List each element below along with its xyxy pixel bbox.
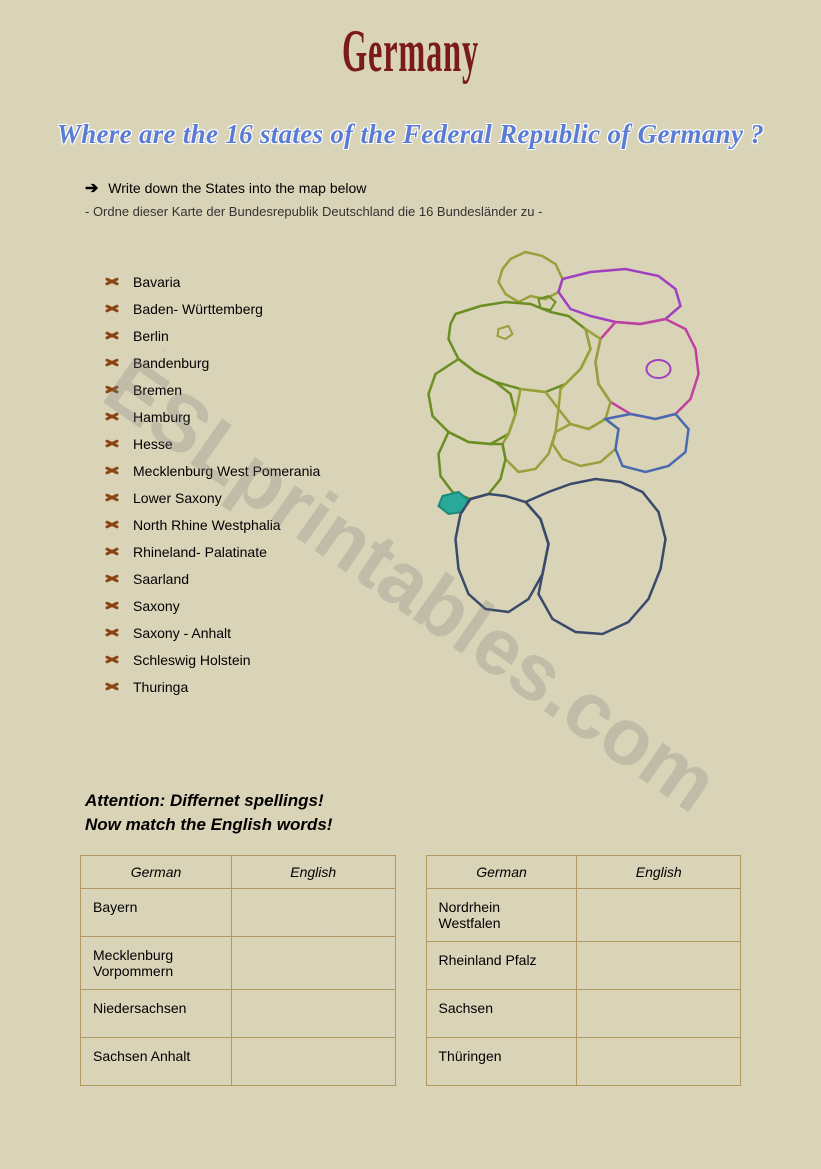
cell-english[interactable]	[577, 989, 741, 1037]
states-list: Bavaria Baden- Württemberg Berlin Banden…	[55, 244, 355, 764]
list-item: North Rhine Westphalia	[105, 517, 355, 533]
cell-german: Niedersachsen	[81, 989, 232, 1037]
bullet-icon	[105, 626, 119, 640]
arrow-icon: ➔	[85, 180, 98, 197]
list-item: Hamburg	[105, 409, 355, 425]
table-row: Nordrhein Westfalen	[426, 888, 741, 941]
state-label: Saxony - Anhalt	[133, 625, 231, 641]
list-item: Bavaria	[105, 274, 355, 290]
cell-english[interactable]	[231, 936, 395, 989]
bullet-icon	[105, 437, 119, 451]
list-item: Baden- Württemberg	[105, 301, 355, 317]
list-item: Mecklenburg West Pomerania	[105, 463, 355, 479]
list-item: Saarland	[105, 571, 355, 587]
bullet-icon	[105, 653, 119, 667]
cell-english[interactable]	[577, 941, 741, 989]
state-label: Mecklenburg West Pomerania	[133, 463, 320, 479]
state-label: Lower Saxony	[133, 490, 222, 506]
instruction-text: Write down the States into the map below	[108, 180, 366, 196]
match-table-right: German English Nordrhein Westfalen Rhein…	[426, 855, 742, 1086]
state-label: Berlin	[133, 328, 169, 344]
state-label: Schleswig Holstein	[133, 652, 251, 668]
state-label: Saxony	[133, 598, 180, 614]
bullet-icon	[105, 329, 119, 343]
table-row: Mecklenburg Vorpommern	[81, 936, 396, 989]
table-row: Rheinland Pfalz	[426, 941, 741, 989]
list-item: Rhineland- Palatinate	[105, 544, 355, 560]
list-item: Bremen	[105, 382, 355, 398]
germany-map	[375, 244, 766, 764]
list-item: Schleswig Holstein	[105, 652, 355, 668]
attention-line-2: Now match the English words!	[85, 813, 766, 837]
instruction-secondary: - Ordne dieser Karte der Bundesrepublik …	[85, 204, 766, 219]
cell-german: Rheinland Pfalz	[426, 941, 577, 989]
tables-row: German English Bayern Mecklenburg Vorpom…	[55, 855, 766, 1086]
bullet-icon	[105, 599, 119, 613]
state-label: Bremen	[133, 382, 182, 398]
cell-german: Nordrhein Westfalen	[426, 888, 577, 941]
cell-german: Thüringen	[426, 1037, 577, 1085]
bullet-icon	[105, 383, 119, 397]
state-label: Baden- Württemberg	[133, 301, 263, 317]
bullet-icon	[105, 518, 119, 532]
state-label: Thuringa	[133, 679, 188, 695]
cell-english[interactable]	[577, 888, 741, 941]
table-header-english: English	[577, 855, 741, 888]
list-item: Lower Saxony	[105, 490, 355, 506]
state-label: North Rhine Westphalia	[133, 517, 281, 533]
table-header-english: English	[231, 855, 395, 888]
state-label: Rhineland- Palatinate	[133, 544, 267, 560]
state-label: Saarland	[133, 571, 189, 587]
bullet-icon	[105, 302, 119, 316]
bullet-icon	[105, 410, 119, 424]
page-title: Germany	[108, 17, 712, 87]
state-label: Bandenburg	[133, 355, 209, 371]
list-item: Saxony - Anhalt	[105, 625, 355, 641]
map-svg	[375, 244, 766, 764]
table-row: Sachsen Anhalt	[81, 1037, 396, 1085]
list-item: Berlin	[105, 328, 355, 344]
attention-note: Attention: Differnet spellings! Now matc…	[85, 789, 766, 837]
bullet-icon	[105, 464, 119, 478]
cell-german: Mecklenburg Vorpommern	[81, 936, 232, 989]
table-row: Bayern	[81, 888, 396, 936]
cell-german: Bayern	[81, 888, 232, 936]
bullet-icon	[105, 356, 119, 370]
bullet-icon	[105, 680, 119, 694]
bullet-icon	[105, 572, 119, 586]
list-item: Saxony	[105, 598, 355, 614]
table-row: Niedersachsen	[81, 989, 396, 1037]
state-label: Hamburg	[133, 409, 191, 425]
cell-german: Sachsen	[426, 989, 577, 1037]
list-item: Hesse	[105, 436, 355, 452]
table-header-german: German	[81, 855, 232, 888]
table-row: Thüringen	[426, 1037, 741, 1085]
match-table-left: German English Bayern Mecklenburg Vorpom…	[80, 855, 396, 1086]
bullet-icon	[105, 545, 119, 559]
table-row: Sachsen	[426, 989, 741, 1037]
subtitle: Where are the 16 states of the Federal R…	[55, 119, 766, 150]
state-label: Hesse	[133, 436, 173, 452]
content-row: Bavaria Baden- Württemberg Berlin Banden…	[55, 244, 766, 764]
state-label: Bavaria	[133, 274, 180, 290]
cell-english[interactable]	[231, 989, 395, 1037]
bullet-icon	[105, 491, 119, 505]
list-item: Bandenburg	[105, 355, 355, 371]
cell-german: Sachsen Anhalt	[81, 1037, 232, 1085]
cell-english[interactable]	[577, 1037, 741, 1085]
table-header-german: German	[426, 855, 577, 888]
attention-line-1: Attention: Differnet spellings!	[85, 789, 766, 813]
instruction-primary: ➔ Write down the States into the map bel…	[85, 178, 766, 198]
cell-english[interactable]	[231, 888, 395, 936]
bullet-icon	[105, 275, 119, 289]
list-item: Thuringa	[105, 679, 355, 695]
cell-english[interactable]	[231, 1037, 395, 1085]
